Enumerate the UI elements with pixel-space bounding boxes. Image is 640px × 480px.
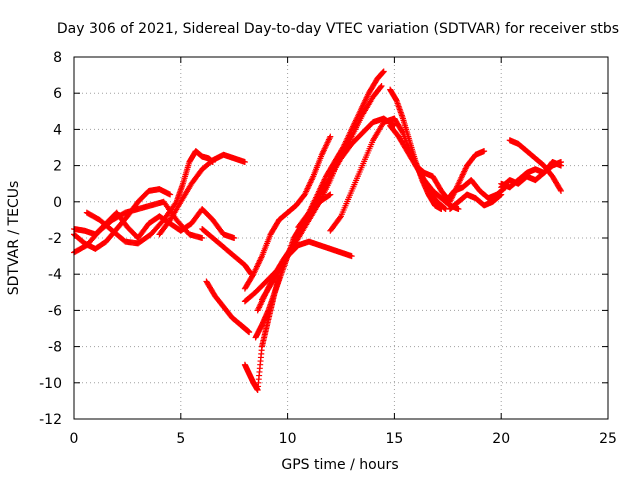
series-arc-6 [203, 278, 253, 336]
chart-title: Day 306 of 2021, Sidereal Day-to-day VTE… [57, 21, 619, 37]
data-point [380, 68, 387, 75]
data-point [378, 82, 385, 89]
series-arc-11 [241, 238, 355, 305]
series-arc-14 [295, 115, 398, 231]
data-point [441, 205, 448, 212]
series-arc-21 [446, 191, 505, 213]
y-tick-label: 8 [53, 50, 62, 66]
data-point [558, 187, 565, 194]
data-marks [71, 68, 565, 394]
data-point [241, 158, 248, 165]
data-point [231, 235, 238, 241]
data-point [558, 162, 565, 169]
series-arc-7 [199, 225, 255, 278]
y-tick-label: 2 [53, 159, 62, 175]
data-point [481, 148, 488, 155]
y-tick-labels: -12 -10 -8 -6 -4 -2 0 2 4 6 8 [39, 50, 62, 428]
series-arc-10 [241, 133, 334, 292]
x-axis-label: GPS time / hours [281, 457, 398, 473]
y-tick-label: -10 [39, 376, 62, 392]
y-tick-label: 6 [53, 86, 62, 102]
data-point [167, 191, 174, 198]
y-tick-label: -12 [39, 412, 62, 428]
y-tick-label: -6 [48, 303, 62, 319]
data-point [337, 214, 344, 221]
data-point [498, 191, 505, 198]
data-point [557, 186, 564, 193]
series-arc-15 [327, 115, 398, 234]
data-point [327, 191, 334, 198]
axis-ticks [73, 56, 609, 420]
series-arc-9 [252, 191, 334, 341]
x-tick-label: 10 [279, 431, 297, 447]
series-arc-5 [156, 151, 248, 238]
series-arc-1 [71, 186, 174, 252]
y-tick-label: -8 [48, 340, 62, 356]
y-tick-label: -4 [48, 267, 62, 283]
plot-frame [73, 56, 609, 420]
x-tick-label: 0 [70, 431, 79, 447]
data-point [326, 192, 333, 199]
series-arc-4 [83, 148, 216, 247]
data-point [455, 206, 462, 213]
series-arc-24 [498, 158, 565, 191]
x-tick-labels: 0 5 10 15 20 25 [70, 431, 617, 447]
y-tick-label: 4 [53, 122, 62, 138]
x-tick-label: 20 [492, 431, 510, 447]
data-point [199, 235, 206, 241]
data-point [399, 128, 406, 135]
y-tick-label: -2 [48, 231, 62, 247]
x-tick-label: 25 [599, 431, 617, 447]
data-point [377, 83, 384, 90]
series-arc-18 [391, 115, 449, 213]
data-point [348, 253, 355, 260]
grid [74, 57, 608, 419]
y-tick-label: 0 [53, 195, 62, 211]
data-point [246, 329, 253, 336]
x-tick-label: 5 [176, 431, 185, 447]
data-point [497, 192, 504, 199]
data-point [327, 133, 334, 140]
x-tick-label: 15 [385, 431, 403, 447]
y-axis-label: SDTVAR / TECUs [6, 181, 22, 296]
